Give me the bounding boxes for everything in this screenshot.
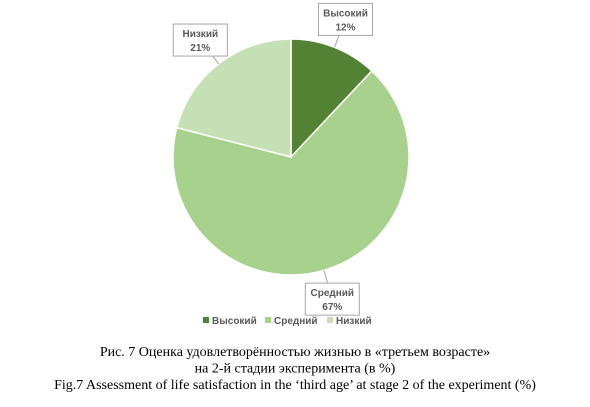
legend-swatch — [203, 317, 209, 323]
data-label-value: 12% — [335, 22, 355, 33]
data-label-box — [304, 282, 360, 316]
caption: Рис. 7 Оценка удовлетворённостью жизнью … — [100, 345, 490, 360]
data-label: Низкий 21% — [172, 23, 228, 57]
data-label-name: Средний — [311, 288, 355, 299]
data-label: Высокий 12% — [317, 2, 373, 36]
data-label-value: 67% — [322, 302, 342, 313]
data-label-name: Низкий — [182, 29, 218, 40]
pie-slice — [172, 69, 410, 276]
legend-swatch — [327, 317, 333, 323]
data-label-value: 21% — [190, 43, 210, 54]
caption: на 2-й стадии эксперимента (в %) — [195, 362, 396, 377]
data-label: Средний 67% — [304, 282, 360, 316]
legend-label: Низкий — [336, 316, 372, 327]
legend-label: Средний — [274, 316, 318, 327]
legend-swatch — [265, 317, 271, 323]
legend-label: Высокий — [212, 316, 257, 327]
data-label-box — [317, 2, 373, 36]
data-label-name: Высокий — [323, 8, 368, 19]
data-label-box — [172, 23, 228, 57]
caption: Fig.7 Assessment of life satisfaction in… — [54, 378, 536, 393]
